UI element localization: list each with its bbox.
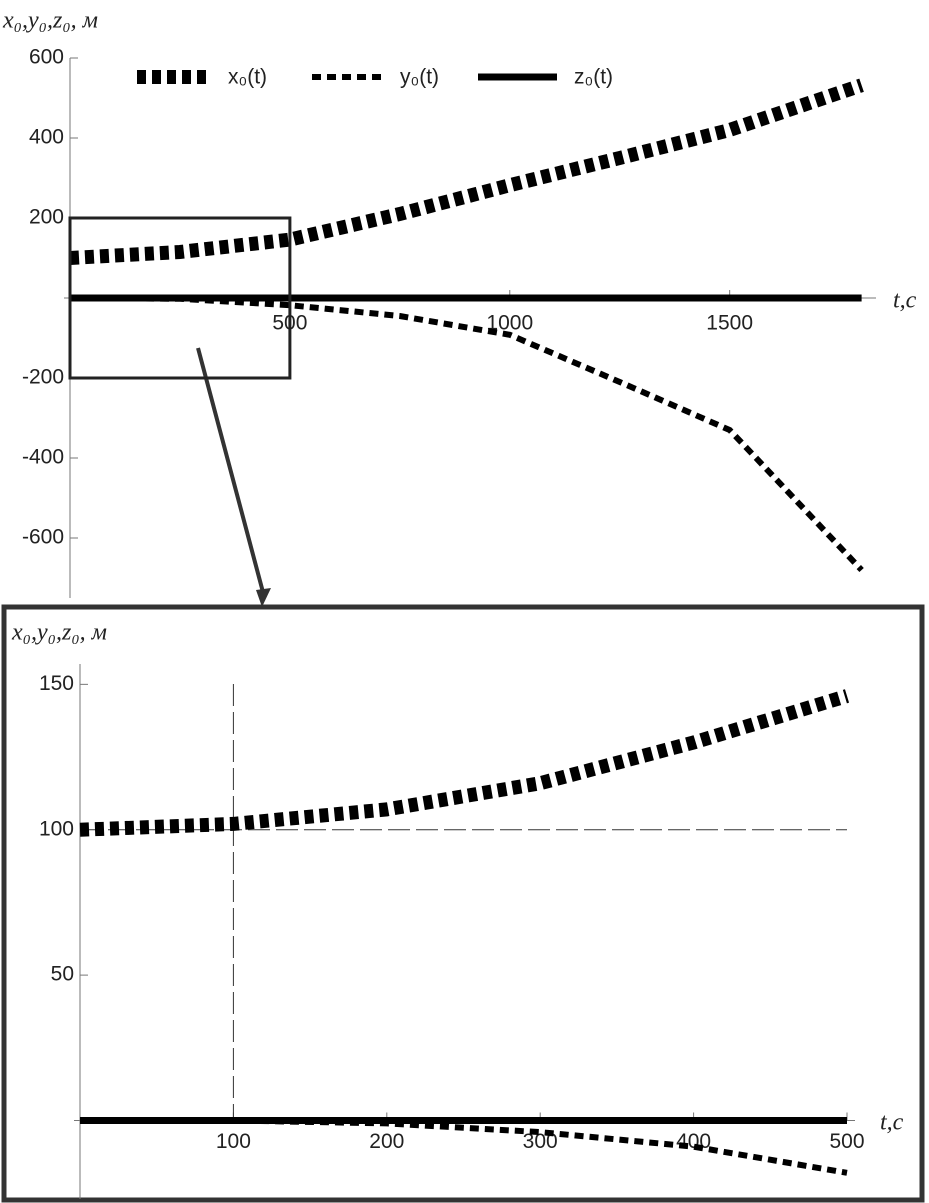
series-line xyxy=(69,295,864,573)
series-line xyxy=(79,689,850,837)
x-tick-label: 200 xyxy=(369,1130,404,1153)
series-line xyxy=(80,1117,848,1176)
x-tick-label: 100 xyxy=(216,1130,251,1153)
y-tick-label: 50 xyxy=(51,963,74,986)
series-line xyxy=(69,78,864,265)
y-tick-label: 400 xyxy=(29,126,64,149)
legend-label: y₀(t) xyxy=(400,66,439,89)
y-tick-label: 150 xyxy=(39,672,74,695)
zoom-box xyxy=(68,216,292,380)
x-axis-label: t,c xyxy=(893,288,917,314)
y-tick-label: 200 xyxy=(29,206,64,229)
y-tick-label: 600 xyxy=(29,46,64,69)
y-tick-label: -400 xyxy=(22,446,64,469)
zoom-arrow xyxy=(196,347,266,597)
y-axis-label: x₀,y₀,z₀, м xyxy=(2,8,98,34)
y-tick-label: 100 xyxy=(39,817,74,840)
x-tick-label: 500 xyxy=(829,1130,864,1153)
arrow-head xyxy=(256,588,271,607)
zoom-frame xyxy=(1,604,925,1203)
x-tick-label: 1500 xyxy=(706,312,753,335)
y-tick-label: -600 xyxy=(22,526,64,549)
y-axis-label: x₀,y₀,z₀, м xyxy=(11,620,107,646)
legend-label: x₀(t) xyxy=(228,66,267,89)
y-tick-label: -200 xyxy=(22,366,64,389)
x-tick-label: 1000 xyxy=(486,312,533,335)
legend-label: z₀(t) xyxy=(574,66,613,89)
x-axis-label: t,c xyxy=(880,1110,904,1136)
